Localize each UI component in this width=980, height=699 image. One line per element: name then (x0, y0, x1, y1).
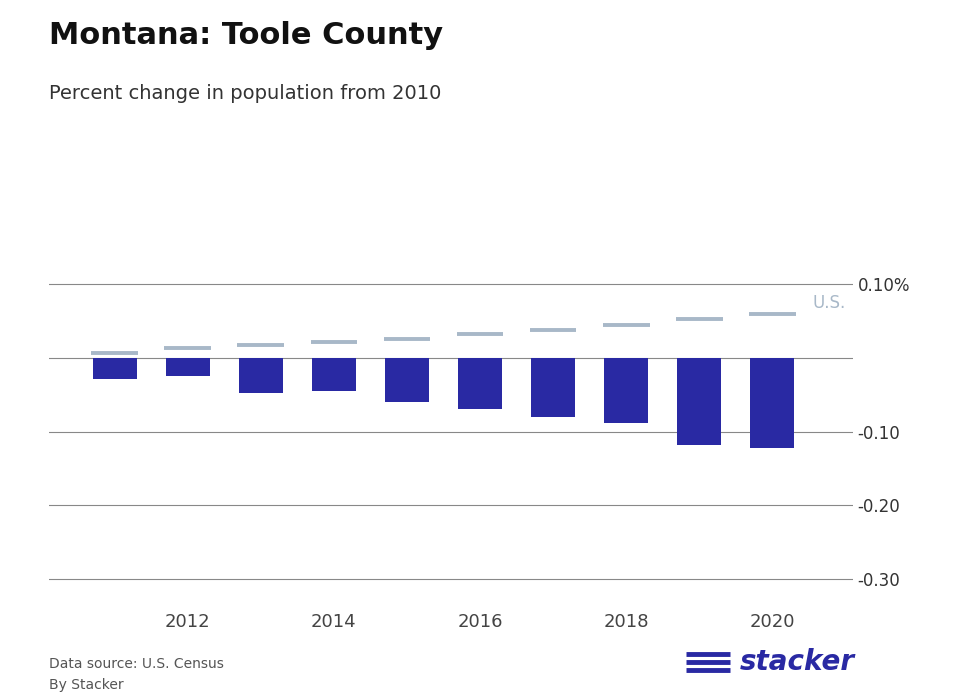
Bar (531, 358, 575, 417)
Bar (166, 358, 210, 376)
Text: U.S.: U.S. (812, 294, 846, 312)
Bar (677, 358, 721, 445)
Text: Montana: Toole County: Montana: Toole County (49, 21, 443, 50)
Text: Data source: U.S. Census: Data source: U.S. Census (49, 657, 223, 671)
Text: stacker: stacker (740, 648, 855, 676)
Bar (605, 358, 648, 423)
Bar (239, 358, 283, 394)
Bar (751, 358, 794, 449)
Bar (458, 358, 502, 410)
Text: Percent change in population from 2010: Percent change in population from 2010 (49, 84, 441, 103)
Bar (385, 358, 429, 402)
Bar (312, 358, 356, 391)
Bar (93, 358, 136, 379)
Text: By Stacker: By Stacker (49, 678, 123, 692)
